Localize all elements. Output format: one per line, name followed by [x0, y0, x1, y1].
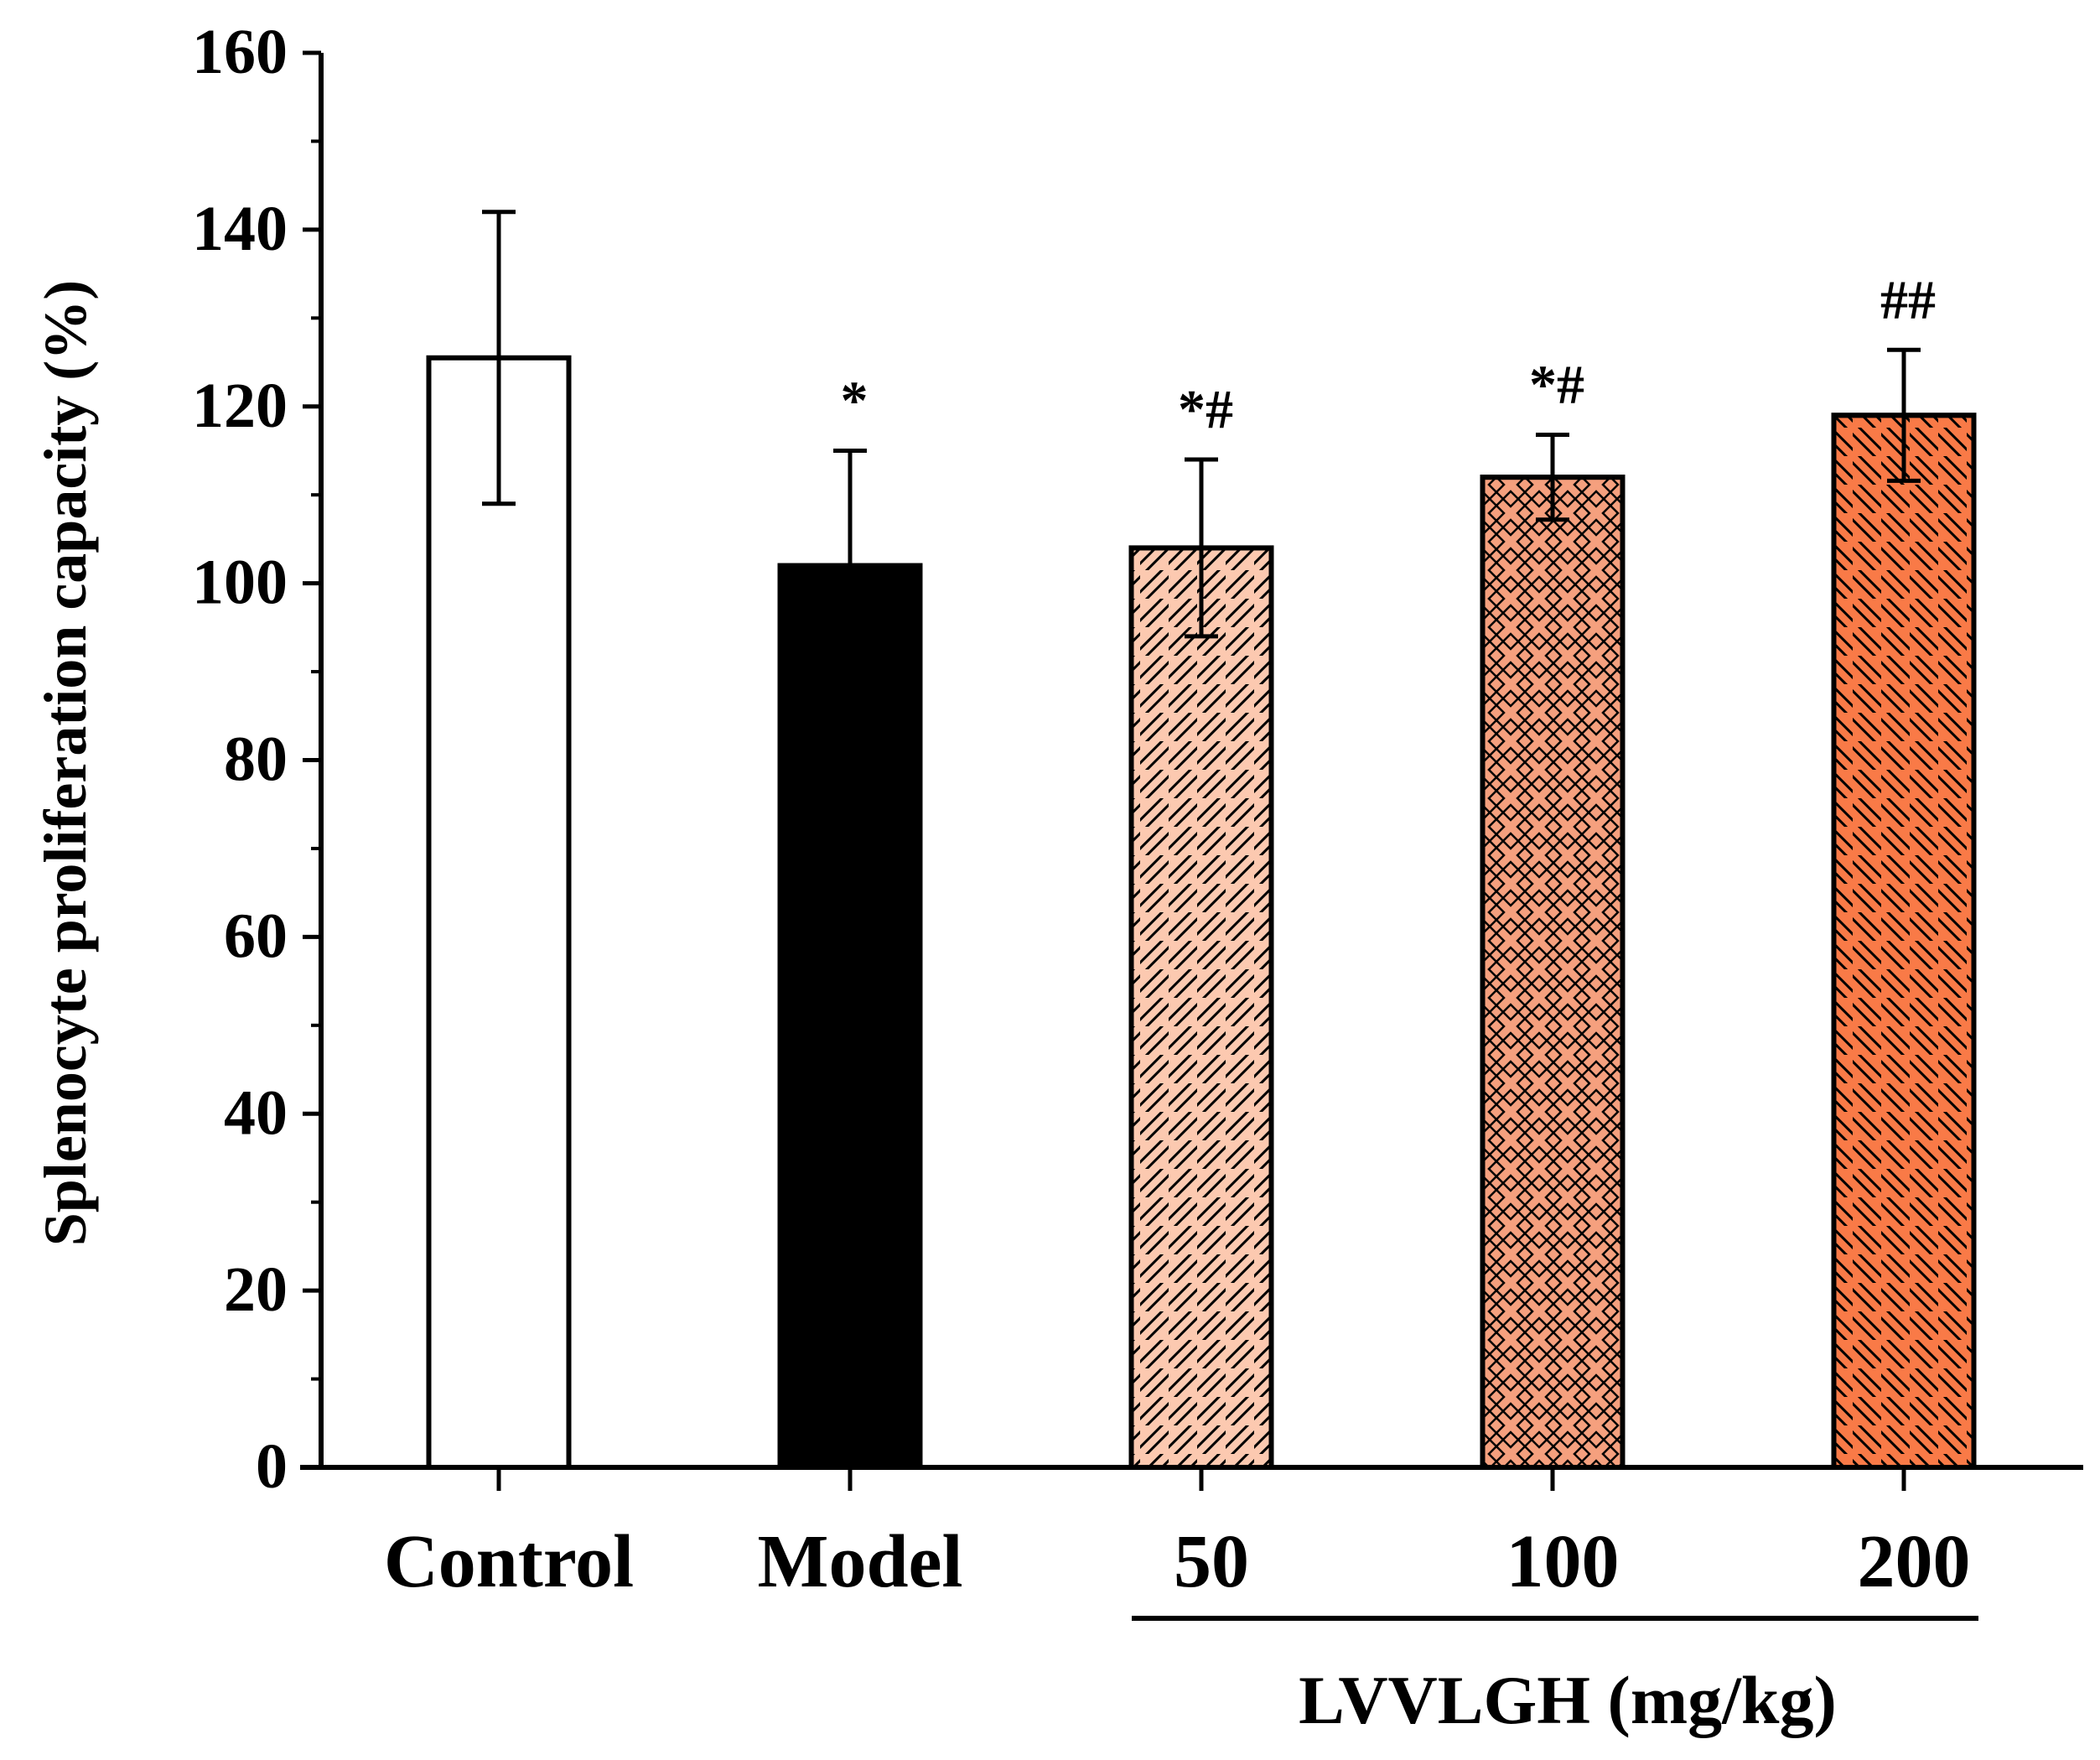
y-tick-label: 20 — [224, 1254, 288, 1325]
y-tick-label: 60 — [224, 901, 288, 971]
y-tick-label: 140 — [192, 194, 288, 264]
significance-labels: * *# *# ## — [841, 269, 1937, 440]
x-axis-ticks: Control Model 50 100 200 — [384, 1467, 1971, 1603]
x-tick-label: 200 — [1858, 1520, 1971, 1603]
y-tick-label: 160 — [192, 17, 288, 87]
bar — [426, 355, 572, 1470]
significance-label: *# — [1529, 354, 1584, 415]
y-axis-label: Splenocyte proliferation capacity (%) — [32, 280, 99, 1247]
y-axis-ticks: 0 20 40 60 80 100 120 140 160 — [192, 17, 321, 1502]
bar-pattern — [1480, 475, 1626, 1470]
y-tick-label: 120 — [192, 371, 288, 441]
axes — [300, 53, 2083, 1470]
significance-label: ## — [1880, 269, 1936, 330]
x-tick-label: Control — [384, 1520, 634, 1603]
y-tick-label: 40 — [224, 1077, 288, 1148]
x-tick-label: 100 — [1506, 1520, 1620, 1603]
significance-label: *# — [1178, 379, 1233, 440]
x-tick-label: 50 — [1174, 1520, 1249, 1603]
y-tick-label: 100 — [192, 548, 288, 618]
y-tick-label: 0 — [256, 1431, 288, 1502]
x-tick-label: Model — [758, 1520, 963, 1603]
bars — [426, 355, 1977, 1471]
bar-pattern — [1831, 413, 1977, 1471]
bar-pattern — [1128, 545, 1274, 1471]
error-bars — [482, 210, 1921, 683]
y-tick-label: 80 — [224, 724, 288, 795]
significance-label: * — [841, 370, 869, 431]
group-label: LVVLGH (mg/kg) — [1299, 1662, 1837, 1738]
group-bracket: LVVLGH (mg/kg) — [1132, 1616, 1978, 1738]
bar — [777, 563, 923, 1470]
